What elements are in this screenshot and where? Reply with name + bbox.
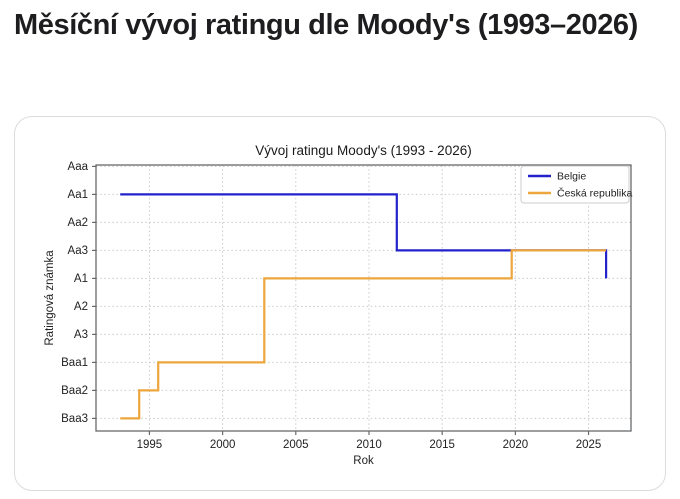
x-tick-label: 2010 xyxy=(356,439,382,451)
x-tick-label: 2020 xyxy=(503,439,529,451)
series-line-belgie xyxy=(120,193,608,279)
y-tick-label: Aaa xyxy=(68,161,89,173)
axes-spines xyxy=(95,164,632,432)
x-tick-label: 2000 xyxy=(210,439,236,451)
y-tick-label: Aa1 xyxy=(68,189,88,201)
y-tick-label: Baa1 xyxy=(61,357,88,369)
y-tick-label: Aa3 xyxy=(68,245,88,257)
y-tick-label: Aa2 xyxy=(68,217,88,229)
legend-label: Belgie xyxy=(557,171,586,183)
y-tick-label: A3 xyxy=(74,329,88,341)
y-axis-label: Ratingová známka xyxy=(44,250,56,346)
x-tick-label: 2005 xyxy=(283,439,309,451)
series-line-ceska-republika xyxy=(120,249,607,420)
x-axis-label: Rok xyxy=(353,455,374,467)
x-tick-label: 2015 xyxy=(429,439,455,451)
x-tick-label: 1995 xyxy=(137,439,163,451)
plot-area xyxy=(96,165,631,431)
y-tick-label: A2 xyxy=(74,301,88,313)
chart-title: Vývoj ratingu Moody's (1993 - 2026) xyxy=(255,143,471,158)
chart-card: Aaa Aa1 Aa2 Aa3 A1 A2 A3 Baa1 Baa2 Baa3 1995 2000 20… xyxy=(14,116,666,491)
y-tick-label: Baa2 xyxy=(61,385,88,397)
y-tick-label: A1 xyxy=(74,273,88,285)
page-title: Měsíční vývoj ratingu dle Moody's (1993–… xyxy=(14,9,638,41)
x-tick-label: 2025 xyxy=(576,439,602,451)
y-tick-label: Baa3 xyxy=(61,413,88,425)
legend-label: Česká republika xyxy=(557,187,632,200)
rating-chart: Aaa Aa1 Aa2 Aa3 A1 A2 A3 Baa1 Baa2 Baa3 1995 2000 20… xyxy=(44,143,632,467)
